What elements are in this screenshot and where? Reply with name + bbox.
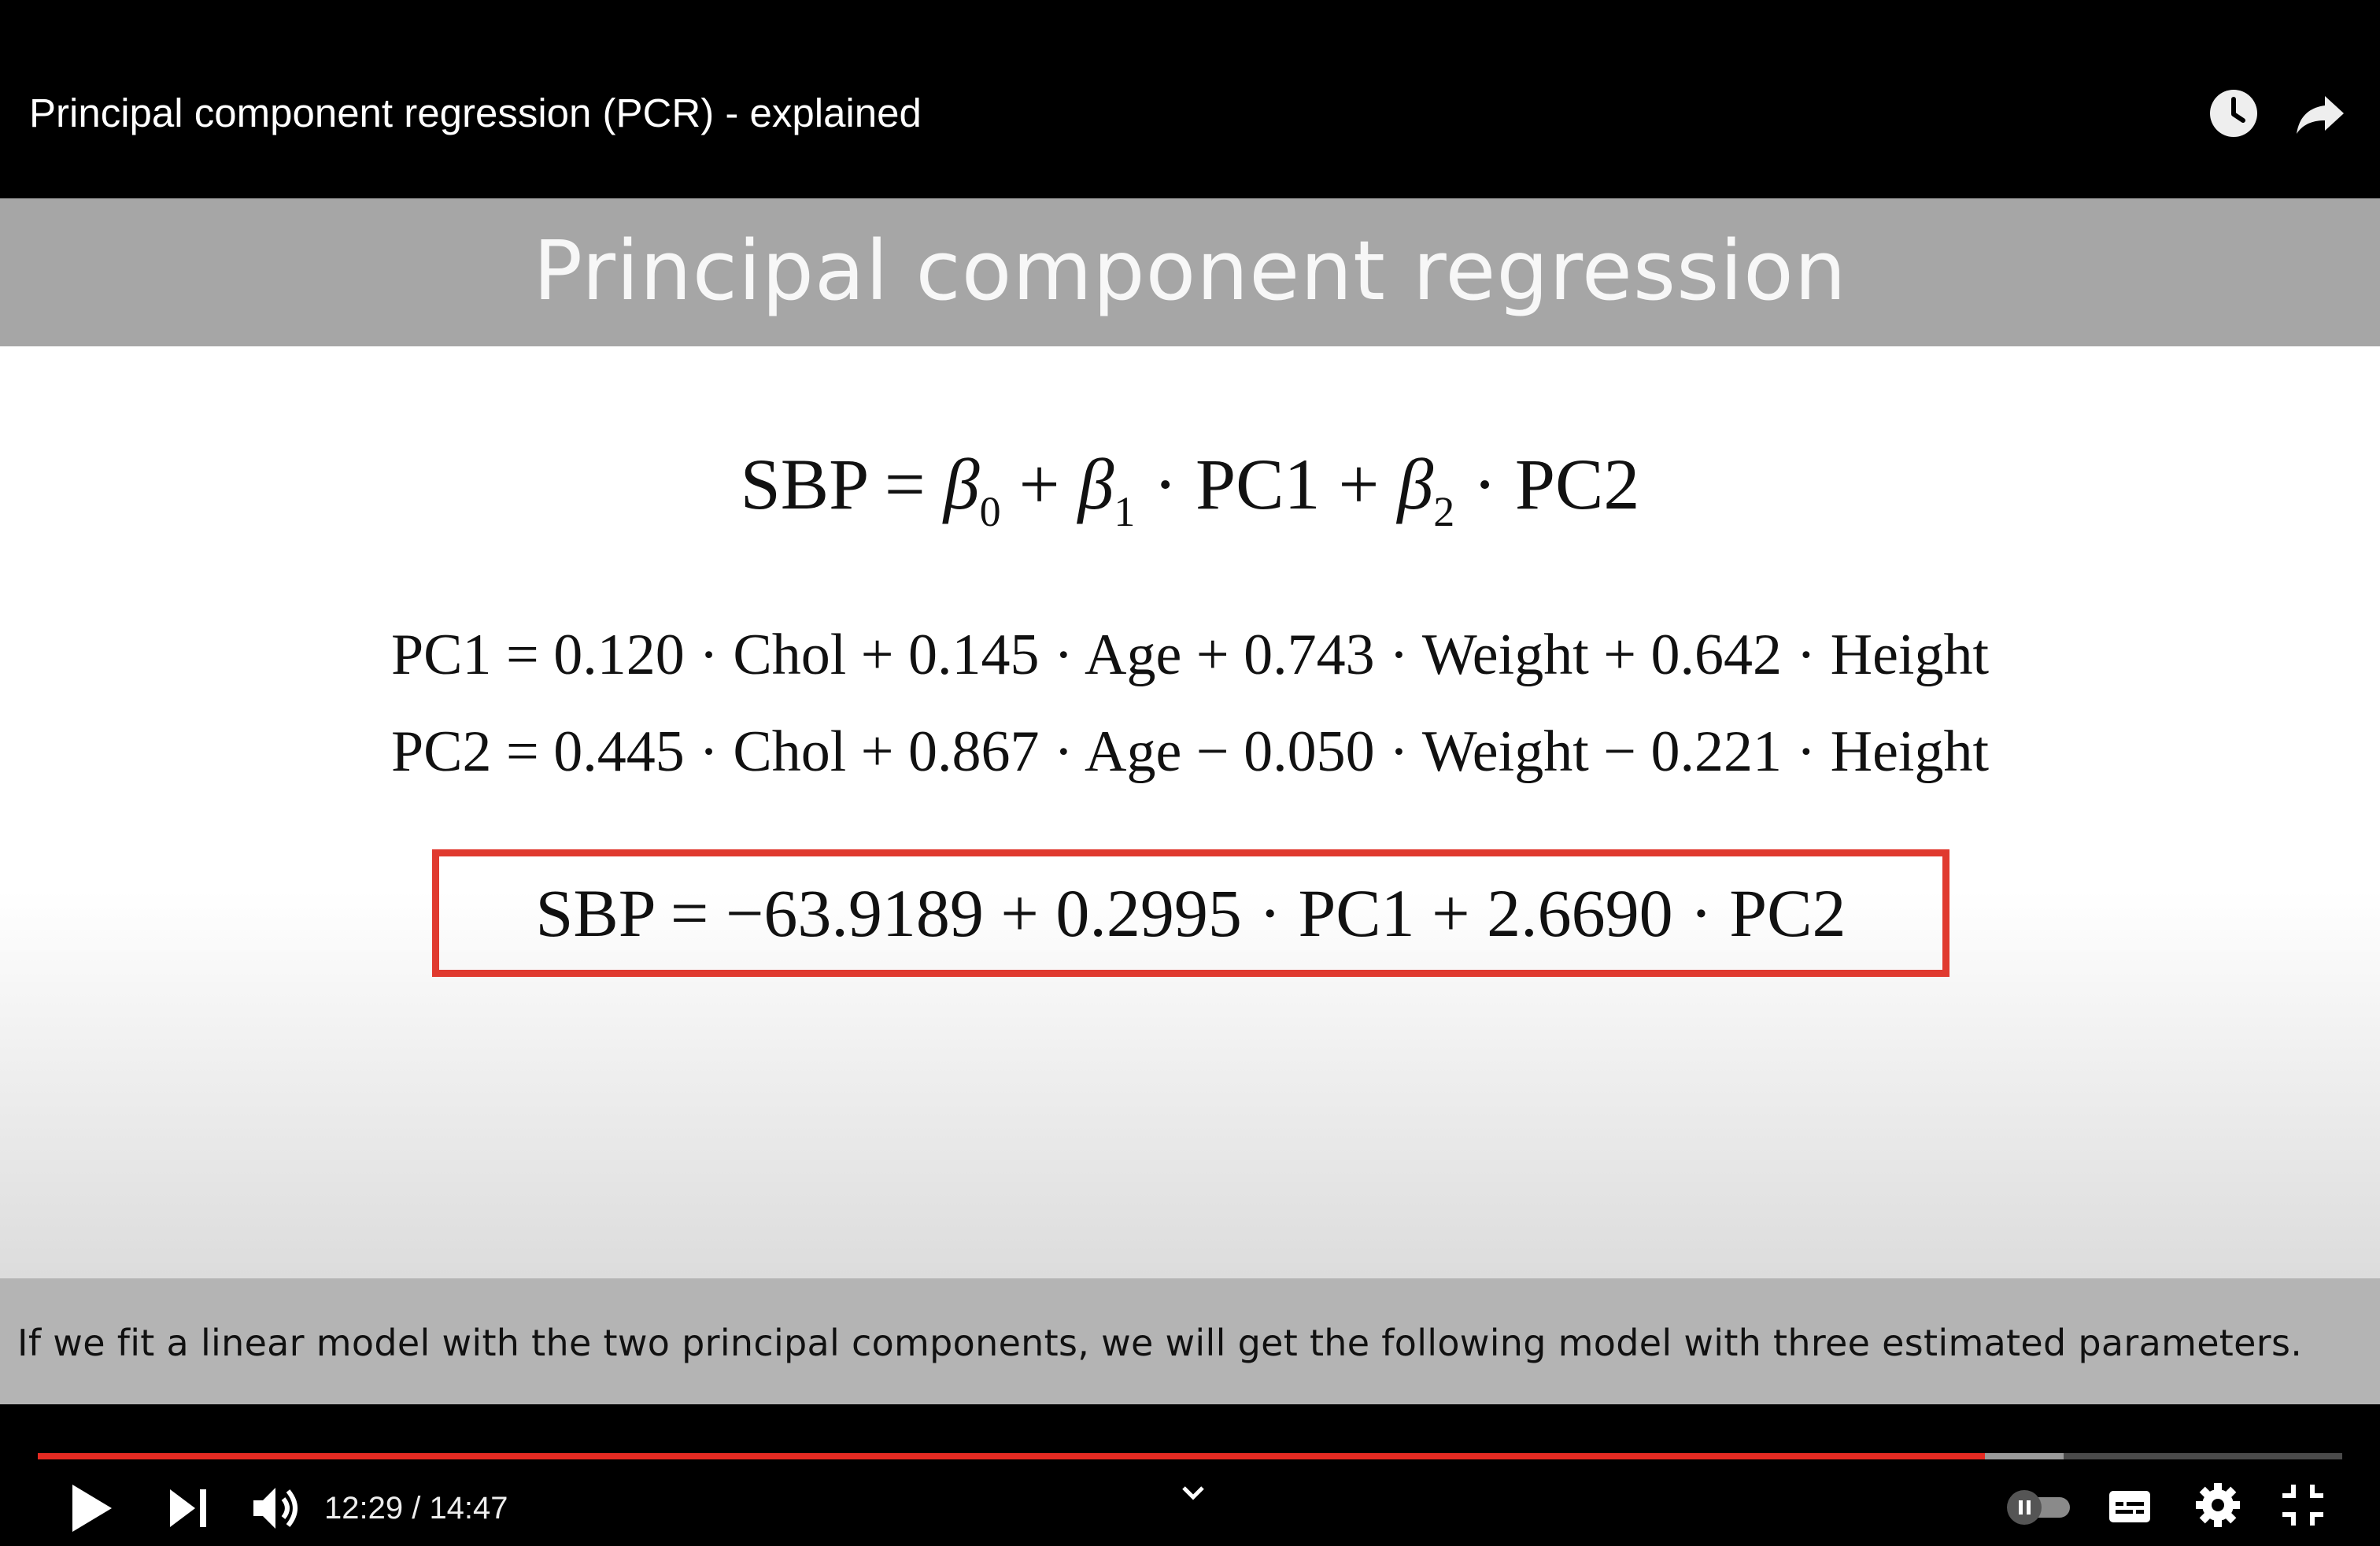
slide: Principal component regression SBP = β0 … [0,198,2380,1278]
time-display: 12:29 / 14:47 [324,1491,508,1526]
share-arrow-icon[interactable] [2293,87,2347,140]
fitted-model-equation: SBP = −63.9189 + 0.2995 · PC1 + 2.6690 ·… [535,875,1846,951]
beta0: β [943,444,980,524]
eq1-plus: + [1000,444,1078,524]
progress-bar[interactable] [38,1453,2342,1459]
beta1-subscript: 1 [1114,488,1136,535]
eq1-left: SBP = [740,444,944,524]
caption-background [0,1278,2380,1404]
top-bar: Principal component regression (PCR) - e… [0,0,2380,198]
volume-icon[interactable] [250,1483,304,1533]
beta0-subscript: 0 [979,488,1001,535]
eq1-mid: · PC1 + [1135,444,1398,524]
pc1-equation: PC1 = 0.120 · Chol + 0.145 · Age + 0.743… [390,623,1990,687]
fitted-model-box: SBP = −63.9189 + 0.2995 · PC1 + 2.6690 ·… [432,849,1949,977]
beta2: β [1397,444,1434,524]
slide-title: Principal component regression [533,223,1847,319]
autoplay-toggle-icon[interactable] [2005,1486,2075,1529]
slide-header: Principal component regression [0,198,2380,346]
regression-equation: SBP = β0 + β1 · PC1 + β2 · PC2 [0,433,2380,563]
next-icon[interactable] [168,1486,209,1530]
subtitles-icon[interactable] [2106,1483,2153,1530]
player-controls: 12:29 / 14:47 [0,1404,2380,1546]
beta2-subscript: 2 [1433,488,1455,535]
slide-caption: If we fit a linear model with the two pr… [17,1322,2303,1364]
eq1-tail: · PC2 [1454,444,1640,524]
chevron-down-icon[interactable] [1177,1477,1209,1508]
settings-gear-icon[interactable] [2193,1480,2243,1530]
video-title[interactable]: Principal component regression (PCR) - e… [29,91,922,135]
pc2-equation: PC2 = 0.445 · Chol + 0.867 · Age − 0.050… [390,719,1990,784]
beta1: β [1077,444,1114,524]
exit-fullscreen-icon[interactable] [2278,1480,2328,1530]
progress-played [38,1453,1986,1459]
clock-icon[interactable] [2207,87,2260,140]
play-icon[interactable] [69,1483,113,1533]
